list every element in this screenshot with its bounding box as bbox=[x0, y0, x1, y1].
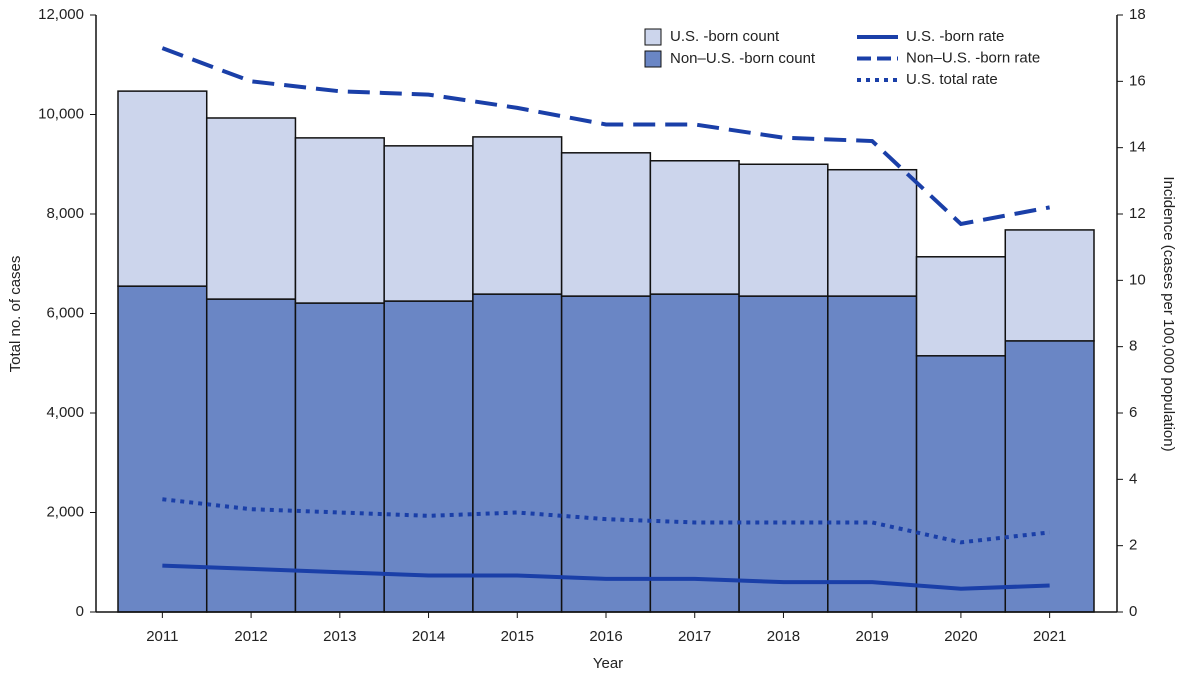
y2-tick-label: 0 bbox=[1129, 603, 1137, 620]
line-series bbox=[162, 563, 1050, 591]
bar-segment bbox=[649, 293, 740, 613]
y-tick-label: 4,000 bbox=[46, 404, 84, 421]
y-axis-title: Total no. of cases bbox=[7, 256, 24, 373]
bar-segment bbox=[205, 117, 297, 300]
bar-segment bbox=[1004, 340, 1095, 613]
bar-segment bbox=[827, 295, 918, 613]
x-tick-label: 2015 bbox=[501, 628, 534, 645]
x-tick-label: 2011 bbox=[146, 628, 178, 645]
x-tick-label: 2016 bbox=[589, 628, 622, 645]
legend-label: Non–U.S. -born rate bbox=[906, 49, 1040, 66]
bar-segment bbox=[560, 152, 652, 297]
x-tick-label: 2021 bbox=[1033, 628, 1066, 645]
x-tick-label: 2019 bbox=[855, 628, 888, 645]
x-tick-label: 2018 bbox=[767, 628, 800, 645]
y2-tick-label: 10 bbox=[1129, 271, 1146, 288]
y2-tick-label: 16 bbox=[1129, 72, 1146, 89]
bar-segment bbox=[383, 300, 474, 613]
y2-tick-label: 6 bbox=[1129, 404, 1137, 421]
line-series bbox=[161, 46, 1051, 227]
x-tick-label: 2013 bbox=[323, 628, 356, 645]
bar-segment bbox=[117, 285, 208, 613]
y2-tick-label: 4 bbox=[1129, 470, 1137, 487]
y-tick-label: 8,000 bbox=[46, 205, 84, 222]
bar-segment bbox=[915, 355, 1007, 613]
y2-tick-label: 12 bbox=[1129, 205, 1146, 222]
legend-label: U.S. -born rate bbox=[906, 28, 1004, 45]
legend-swatch bbox=[644, 50, 662, 68]
bar-segment bbox=[827, 168, 918, 297]
bar-segment bbox=[472, 136, 563, 295]
legend-label: Non–U.S. -born count bbox=[670, 50, 816, 67]
bar-segment bbox=[649, 160, 740, 295]
x-axis-title: Year bbox=[593, 655, 623, 672]
y2-axis-title: Incidence (cases per 100,000 population) bbox=[1160, 176, 1177, 451]
y-tick-label: 12,000 bbox=[38, 6, 84, 23]
x-tick-label: 2012 bbox=[234, 628, 267, 645]
y-tick-label: 6,000 bbox=[46, 304, 84, 321]
y-tick-label: 2,000 bbox=[46, 503, 84, 520]
bar-segment bbox=[383, 145, 474, 302]
line-series bbox=[162, 497, 1050, 545]
bar-segment bbox=[472, 293, 563, 613]
x-tick-label: 2017 bbox=[678, 628, 711, 645]
legend-label: U.S. total rate bbox=[906, 71, 998, 88]
legend-label: U.S. -born count bbox=[670, 28, 780, 45]
y2-tick-label: 18 bbox=[1129, 6, 1146, 23]
bar-segment bbox=[294, 137, 385, 304]
bar-segment bbox=[117, 90, 208, 287]
bar-segment bbox=[738, 295, 829, 613]
y-tick-label: 10,000 bbox=[38, 105, 84, 122]
y2-tick-label: 8 bbox=[1129, 338, 1137, 355]
bar-segment bbox=[738, 163, 829, 297]
legend-swatch bbox=[644, 28, 662, 46]
x-tick-label: 2020 bbox=[944, 628, 977, 645]
bar-segment bbox=[915, 256, 1007, 357]
y2-tick-label: 14 bbox=[1129, 139, 1146, 156]
y2-tick-label: 2 bbox=[1129, 537, 1137, 554]
x-tick-label: 2014 bbox=[412, 628, 445, 645]
bar-segment bbox=[205, 298, 297, 613]
bar-segment bbox=[1004, 229, 1095, 342]
bar-segment bbox=[294, 302, 385, 613]
bar-segment bbox=[560, 295, 652, 613]
y-tick-label: 0 bbox=[76, 603, 84, 620]
